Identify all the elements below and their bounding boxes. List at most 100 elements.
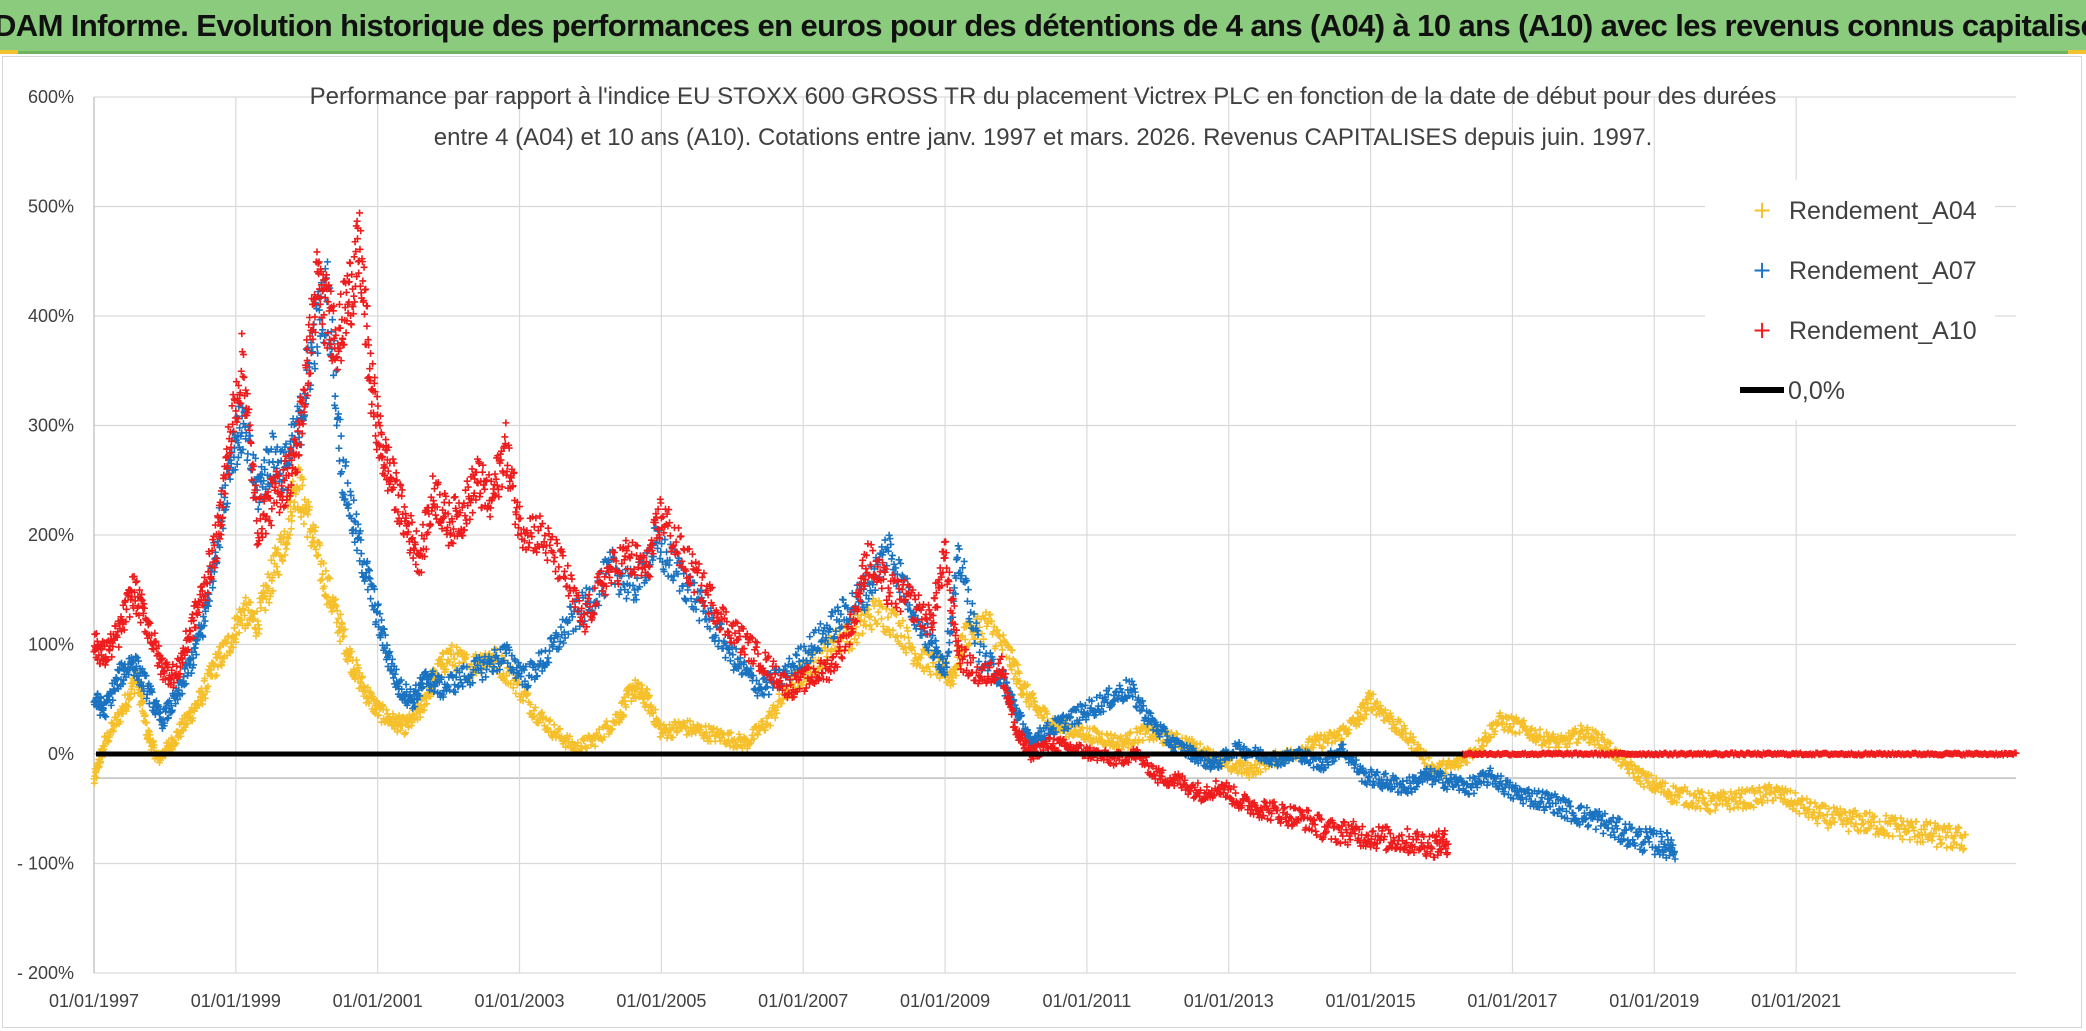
data-point-marker [100,742,108,750]
data-point-marker [301,496,309,504]
data-point-marker [132,578,140,586]
data-point-marker [226,649,234,657]
data-point-marker [754,731,762,739]
data-point-marker [733,743,741,751]
data-point-marker [874,608,882,616]
data-point-marker [1948,844,1956,852]
data-point-marker [905,634,913,642]
data-point-marker [177,732,185,740]
data-point-marker [622,703,630,711]
data-point-marker [325,573,333,581]
data-point-marker [1096,735,1104,743]
data-point-marker [192,640,200,648]
data-point-marker [1319,743,1327,751]
data-point-marker [1576,803,1584,811]
data-point-marker [455,659,463,667]
data-point-marker [1203,745,1211,753]
data-point-marker [622,595,630,603]
data-point-marker [583,744,591,752]
data-point-marker [774,703,782,711]
data-point-marker [1612,818,1620,826]
data-point-marker [199,700,207,708]
data-point-marker [775,690,783,698]
data-point-marker [320,559,328,567]
data-point-marker [309,348,317,356]
data-point-marker [92,767,100,775]
data-point-marker [851,635,859,643]
data-point-marker [216,653,224,661]
data-point-marker [358,672,366,680]
data-point-marker [855,631,863,639]
data-point-marker [1713,801,1721,809]
data-point-marker [632,694,640,702]
data-point-marker [1236,757,1244,765]
data-point-marker [341,625,349,633]
data-point-marker [1005,654,1013,662]
data-point-marker [400,730,408,738]
data-point-marker [806,633,814,641]
data-point-marker [402,729,410,737]
data-point-marker [313,552,321,560]
data-point-marker [265,585,273,593]
data-point-marker [143,719,151,727]
data-point-marker [1538,794,1546,802]
data-point-marker [887,631,895,639]
data-point-marker [710,724,718,732]
data-point-marker [1014,661,1022,669]
data-point-marker [897,632,905,640]
data-point-marker [423,700,431,708]
data-point-marker [1132,702,1140,710]
data-point-marker [962,623,970,631]
data-point-marker [816,620,824,628]
data-point-marker [848,645,856,653]
data-point-marker [771,714,779,722]
data-point-marker [337,432,345,440]
data-point-marker [416,713,424,721]
data-point-marker [978,630,986,638]
data-point-marker [793,651,801,659]
data-point-marker [348,648,356,656]
data-point-marker [519,697,527,705]
data-point-marker [955,661,963,669]
data-point-marker [1711,806,1719,814]
data-point-marker [264,570,272,578]
data-point-marker [328,316,336,324]
data-point-marker [305,503,313,511]
data-point-marker [107,719,115,727]
data-point-marker [1592,825,1600,833]
data-point-marker [451,662,459,670]
data-point-marker [1574,739,1582,747]
data-point-marker [884,613,892,621]
data-point-marker [959,632,967,640]
data-point-marker [282,545,290,553]
data-point-marker [651,706,659,714]
data-point-marker [738,671,746,679]
data-point-marker [878,603,886,611]
data-point-marker [365,699,373,707]
data-point-marker [926,668,934,676]
data-point-marker [1136,707,1144,715]
data-point-marker [398,721,406,729]
data-point-marker [101,712,109,720]
data-point-marker [766,722,774,730]
chart-frame [2,56,2082,1028]
data-point-marker [538,708,546,716]
data-point-marker [204,682,212,690]
data-point-marker [130,690,138,698]
data-point-marker [665,561,673,569]
data-point-marker [998,646,1006,654]
data-point-marker [149,737,157,745]
data-point-marker [312,545,320,553]
data-point-marker [332,602,340,610]
data-point-marker [881,536,889,544]
data-point-marker [335,444,343,452]
data-point-marker [304,510,312,518]
data-point-marker [509,684,517,692]
data-point-marker [1104,737,1112,745]
data-point-marker [453,643,461,651]
data-point-marker [201,675,209,683]
data-point-marker [988,617,996,625]
data-point-marker [223,499,231,507]
banner-corner-right [2068,50,2086,54]
